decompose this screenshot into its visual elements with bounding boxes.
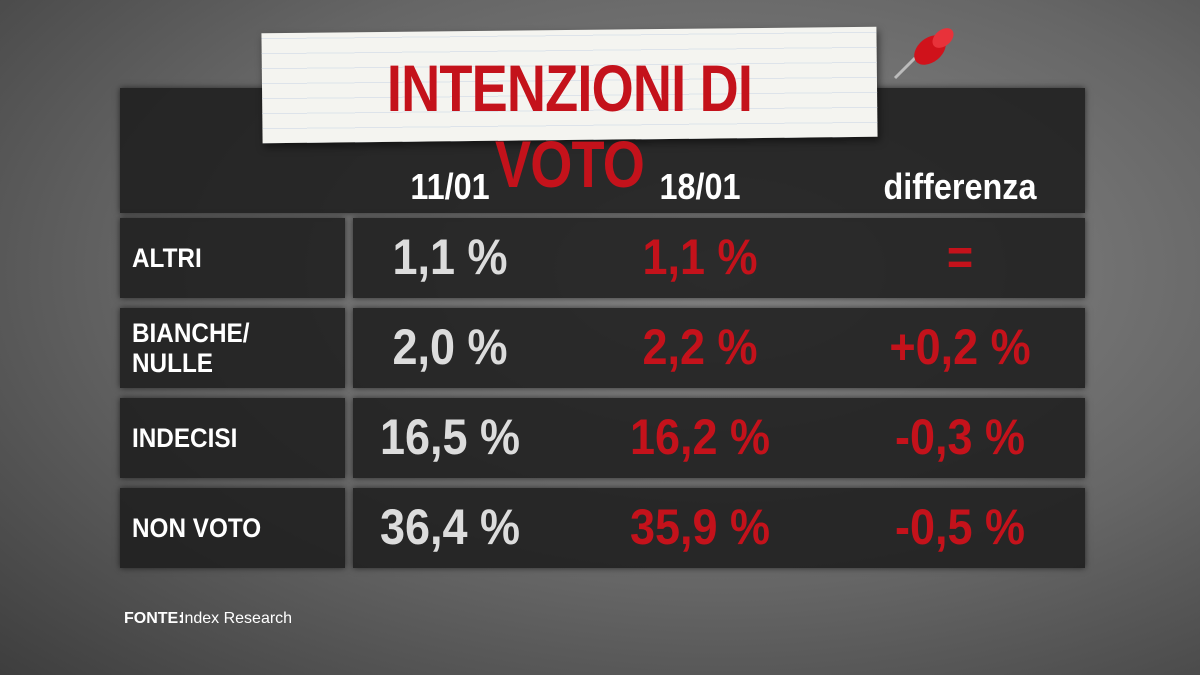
label-cell	[120, 218, 345, 298]
cell-value: 2,0 %	[392, 319, 508, 375]
cell-value: 2,2 %	[642, 319, 758, 375]
pin-icon	[893, 28, 954, 80]
row-bar	[353, 218, 1085, 298]
label-cell	[120, 308, 345, 388]
column-header: differenza	[883, 166, 1037, 207]
cell-value: 36,4 %	[379, 499, 521, 555]
label-cell	[120, 398, 345, 478]
row-label: NON VOTO	[132, 513, 262, 543]
row-bar	[353, 488, 1085, 568]
row-bar	[353, 398, 1085, 478]
cell-value: 1,1 %	[392, 229, 508, 285]
row-label: INDECISI	[132, 423, 238, 453]
cell-value: 35,9 %	[629, 499, 771, 555]
cell-value: =	[946, 229, 974, 285]
row-bar	[353, 308, 1085, 388]
row-label: BIANCHE/ NULLE	[132, 318, 250, 378]
label-cell	[120, 488, 345, 568]
source-name: Index Research	[180, 610, 293, 627]
row-label: ALTRI	[132, 243, 202, 273]
cell-value: 16,2 %	[629, 409, 771, 465]
column-header: 18/01	[659, 166, 741, 207]
cell-value: 16,5 %	[379, 409, 521, 465]
source-label: FONTE:	[124, 610, 184, 627]
column-header: 11/01	[410, 166, 490, 207]
cell-value: -0,5 %	[894, 499, 1026, 555]
title: INTENZIONI DI VOTO	[386, 51, 753, 201]
cell-value: -0,3 %	[894, 409, 1026, 465]
cell-value: +0,2 %	[889, 319, 1031, 375]
cell-value: 1,1 %	[642, 229, 758, 285]
